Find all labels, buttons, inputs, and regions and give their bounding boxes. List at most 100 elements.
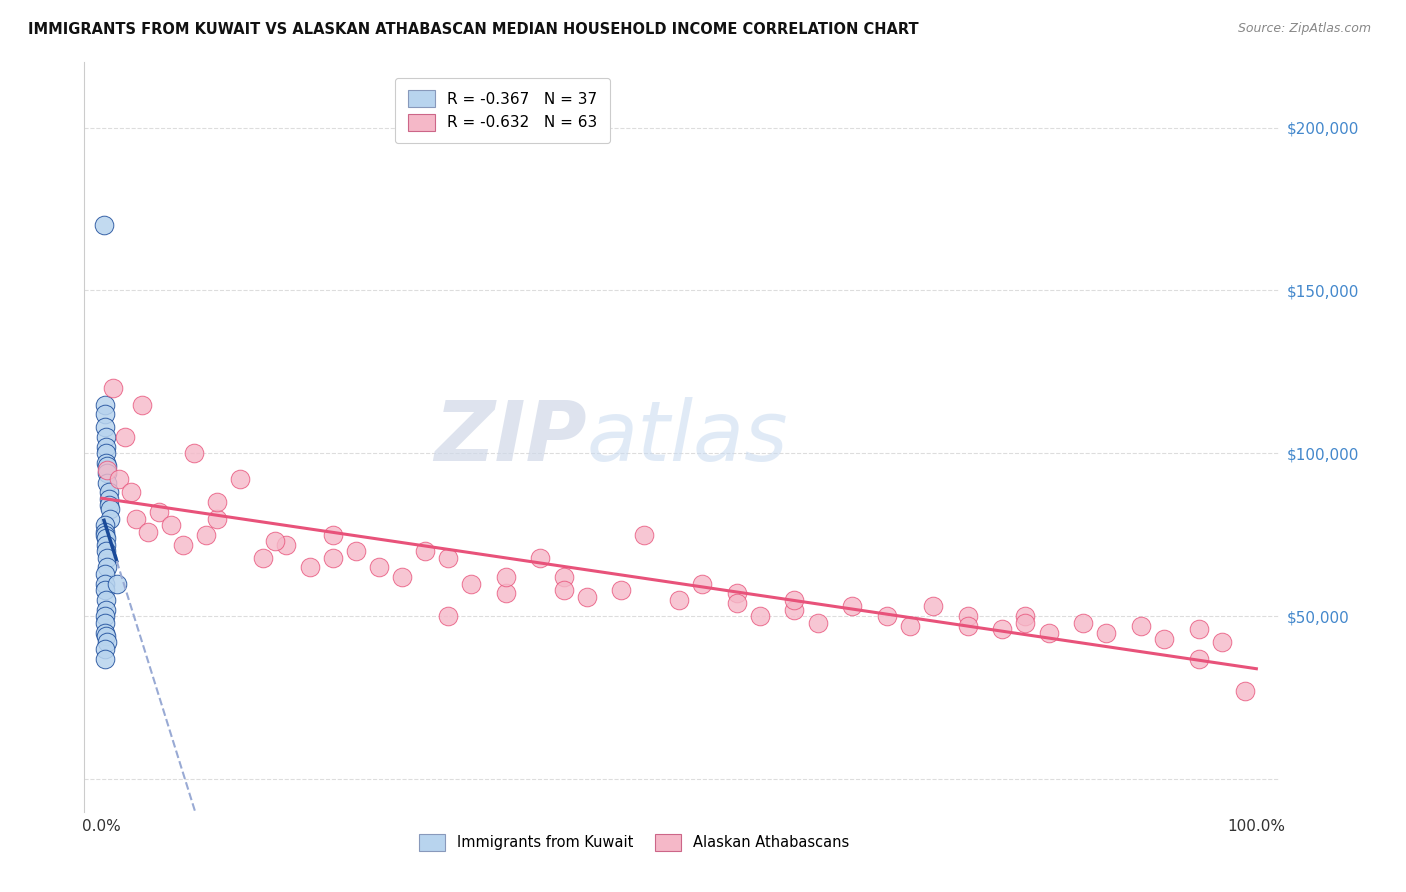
Point [322, 528, 344, 542]
Point [1233, 684, 1256, 698]
Point [725, 586, 748, 600]
Point [1095, 625, 1118, 640]
Point [194, 528, 217, 542]
Point [94, 397, 117, 411]
Point [94, 576, 117, 591]
Point [94, 566, 117, 581]
Point [96, 440, 118, 454]
Point [633, 528, 655, 542]
Point [94, 524, 117, 539]
Point [125, 511, 148, 525]
Point [1014, 609, 1036, 624]
Point [1188, 651, 1211, 665]
Point [276, 538, 298, 552]
Point [120, 485, 142, 500]
Point [148, 505, 170, 519]
Point [610, 583, 633, 598]
Point [437, 550, 460, 565]
Point [108, 472, 131, 486]
Point [105, 576, 128, 591]
Point [205, 511, 228, 525]
Point [94, 518, 117, 533]
Point [298, 560, 321, 574]
Point [96, 538, 118, 552]
Point [553, 583, 575, 598]
Point [1153, 632, 1175, 646]
Point [748, 609, 770, 624]
Text: Source: ZipAtlas.com: Source: ZipAtlas.com [1237, 22, 1371, 36]
Point [437, 609, 460, 624]
Point [96, 544, 118, 558]
Point [136, 524, 159, 539]
Point [94, 625, 117, 640]
Point [96, 550, 118, 565]
Point [898, 619, 921, 633]
Point [495, 586, 517, 600]
Point [94, 615, 117, 630]
Point [94, 407, 117, 421]
Point [131, 397, 153, 411]
Point [94, 583, 117, 598]
Point [1211, 635, 1233, 649]
Point [876, 609, 898, 624]
Point [575, 590, 598, 604]
Point [183, 446, 205, 460]
Point [96, 459, 118, 474]
Point [229, 472, 252, 486]
Point [725, 596, 748, 610]
Point [1071, 615, 1094, 630]
Point [96, 456, 118, 470]
Point [96, 603, 118, 617]
Point [94, 651, 117, 665]
Point [783, 603, 806, 617]
Point [806, 615, 828, 630]
Point [96, 629, 118, 643]
Point [1038, 625, 1060, 640]
Point [96, 430, 118, 444]
Point [1014, 615, 1036, 630]
Point [322, 550, 344, 565]
Point [97, 491, 120, 506]
Point [252, 550, 274, 565]
Point [553, 570, 575, 584]
Point [96, 560, 118, 574]
Point [1129, 619, 1152, 633]
Point [205, 495, 228, 509]
Point [93, 219, 115, 233]
Point [1188, 622, 1211, 636]
Point [96, 593, 118, 607]
Point [991, 622, 1014, 636]
Point [668, 593, 690, 607]
Point [460, 576, 482, 591]
Point [344, 544, 367, 558]
Point [96, 475, 118, 490]
Point [160, 518, 183, 533]
Text: IMMIGRANTS FROM KUWAIT VS ALASKAN ATHABASCAN MEDIAN HOUSEHOLD INCOME CORRELATION: IMMIGRANTS FROM KUWAIT VS ALASKAN ATHABA… [28, 22, 918, 37]
Point [96, 446, 118, 460]
Point [391, 570, 413, 584]
Point [529, 550, 551, 565]
Point [956, 619, 979, 633]
Point [94, 609, 117, 624]
Point [98, 511, 121, 525]
Legend: Immigrants from Kuwait, Alaskan Athabascans: Immigrants from Kuwait, Alaskan Athabasc… [413, 829, 855, 857]
Point [97, 485, 120, 500]
Point [783, 593, 806, 607]
Point [98, 501, 121, 516]
Point [495, 570, 517, 584]
Point [413, 544, 436, 558]
Point [922, 599, 945, 614]
Point [956, 609, 979, 624]
Point [114, 430, 136, 444]
Point [841, 599, 863, 614]
Point [103, 381, 125, 395]
Point [690, 576, 713, 591]
Point [97, 499, 120, 513]
Point [94, 641, 117, 656]
Point [96, 466, 118, 480]
Point [96, 463, 118, 477]
Point [94, 528, 117, 542]
Point [264, 534, 287, 549]
Point [172, 538, 194, 552]
Text: ZIP: ZIP [433, 397, 586, 477]
